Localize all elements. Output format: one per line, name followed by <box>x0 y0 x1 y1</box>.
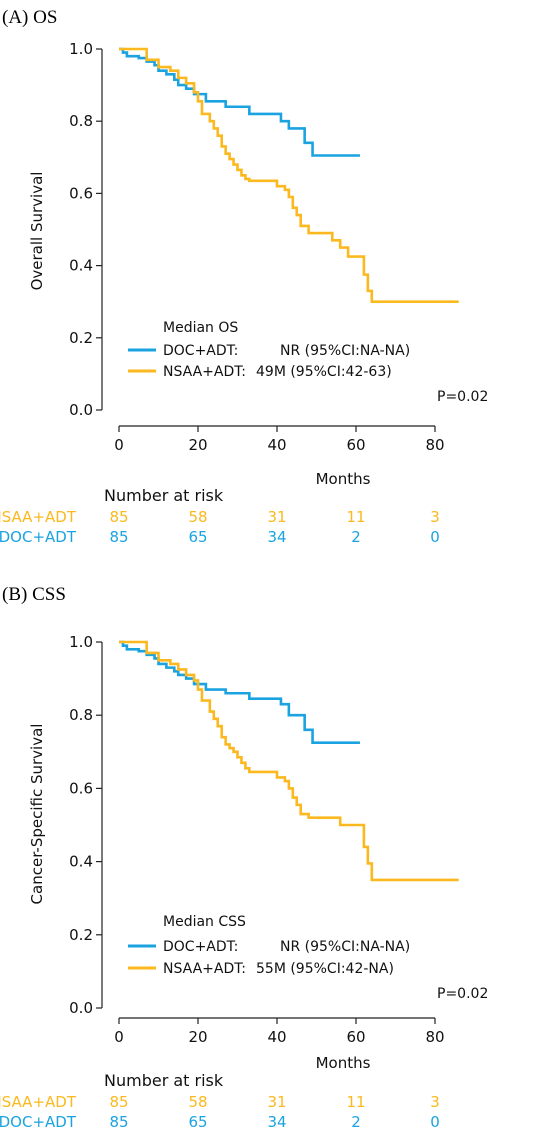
risk-value-css: 65 <box>188 1113 207 1131</box>
risk-row-label-doc-css: DOC+ADT <box>0 1113 77 1131</box>
x-tick-label-css: 0 <box>114 1028 124 1046</box>
curve-doc-adt-os <box>119 47 360 157</box>
y-tick-label-os: 0.4 <box>69 257 93 275</box>
y-tick-label-os: 0.8 <box>69 112 93 130</box>
x-tick-label-os: 0 <box>114 436 124 454</box>
y-tick-label-css: 0.0 <box>69 999 93 1017</box>
risk-row-label-doc-os: DOC+ADT <box>0 528 77 546</box>
y-tick-label-os: 0.0 <box>69 401 93 419</box>
risk-value-os: 85 <box>109 508 128 526</box>
risk-value-os: 11 <box>346 508 365 526</box>
curve-nsaa-adt-css <box>119 640 459 882</box>
x-axis-os: 0 20 40 60 80 <box>114 425 445 454</box>
legend-title-os: Median OS <box>163 320 238 336</box>
panel-os: (A) OS 0.00.20.40.60.81.0 0 20 40 60 80 Over… <box>0 7 488 546</box>
risk-table-css: Number at risk NSAA+ADT DOC+ADT 85 58 31 11… <box>0 1071 440 1131</box>
p-value-os: P=0.02 <box>437 389 488 405</box>
y-tick-label-css: 0.8 <box>69 706 93 724</box>
risk-value-css: 0 <box>430 1113 440 1131</box>
risk-value-css: 31 <box>267 1093 286 1111</box>
x-tick-label-css: 60 <box>346 1028 365 1046</box>
risk-value-os: 58 <box>188 508 207 526</box>
curve-doc-adt-css <box>119 640 360 744</box>
risk-value-os: 3 <box>430 508 440 526</box>
y-axis-css: 0.0 0.2 0.4 0.6 0.8 1.0 <box>69 633 103 1017</box>
risk-value-os: 65 <box>188 528 207 546</box>
legend-label-doc-os: DOC+ADT: <box>163 343 238 359</box>
legend-value-doc-css: NR (95%CI:NA-NA) <box>280 939 410 955</box>
y-axis-label-css: Cancer-Specific Survival <box>28 724 46 905</box>
legend-title-css: Median CSS <box>163 914 246 930</box>
legend-os: Median OS DOC+ADT: NR (95%CI:NA-NA) NSAA… <box>128 320 488 405</box>
y-tick-label-css: 0.2 <box>69 926 93 944</box>
x-tick-label-os: 60 <box>346 436 365 454</box>
legend-label-nsaa-os: NSAA+ADT: <box>163 364 246 380</box>
risk-table-os: Number at risk NSAA+ADT DOC+ADT 85 58 31 11… <box>0 486 440 546</box>
risk-value-os: 0 <box>430 528 440 546</box>
risk-value-css: 85 <box>109 1113 128 1131</box>
x-tick-label-css: 80 <box>425 1028 444 1046</box>
curve-nsaa-adt-os <box>119 47 459 303</box>
legend-value-nsaa-os: 49M (95%CI:42-63) <box>256 364 392 380</box>
p-value-css: P=0.02 <box>437 986 488 1002</box>
legend-label-nsaa-css: NSAA+ADT: <box>163 961 246 977</box>
risk-value-os: 31 <box>267 508 286 526</box>
risk-value-os: 2 <box>351 528 361 546</box>
x-axis-css: 0 20 40 60 80 <box>114 1017 445 1046</box>
x-tick-label-css: 40 <box>267 1028 286 1046</box>
risk-value-css: 11 <box>346 1093 365 1111</box>
risk-value-os: 85 <box>109 528 128 546</box>
risk-table-title-css: Number at risk <box>104 1071 224 1090</box>
x-tick-label-os: 40 <box>267 436 286 454</box>
survival-curves-css <box>119 640 459 882</box>
risk-value-os: 34 <box>267 528 286 546</box>
risk-row-label-nsaa-css: NSAA+ADT <box>0 1093 77 1111</box>
panel-label-os: (A) OS <box>2 7 57 28</box>
x-tick-label-css: 20 <box>188 1028 207 1046</box>
y-tick-label-css: 0.6 <box>69 779 93 797</box>
legend-value-nsaa-css: 55M (95%CI:42-NA) <box>256 961 394 977</box>
legend-value-doc-os: NR (95%CI:NA-NA) <box>280 343 410 359</box>
y-tick-label-os: 0.6 <box>69 184 93 202</box>
x-axis-label-os: Months <box>316 470 371 488</box>
risk-value-css: 2 <box>351 1113 361 1131</box>
y-tick-label-os: 1.0 <box>69 40 93 58</box>
y-tick-label-css: 0.4 <box>69 853 93 871</box>
legend-css: Median CSS DOC+ADT: NR (95%CI:NA-NA) NSA… <box>128 914 488 1002</box>
y-axis-os: 0.0 0.2 0.4 0.6 0.8 1.0 <box>69 40 103 419</box>
x-axis-label-css: Months <box>316 1054 371 1072</box>
risk-value-css: 3 <box>430 1093 440 1111</box>
x-tick-label-os: 80 <box>425 436 444 454</box>
survival-curves-os <box>119 47 459 303</box>
panel-label-css: (B) CSS <box>2 584 66 605</box>
risk-value-css: 85 <box>109 1093 128 1111</box>
y-tick-label-css: 1.0 <box>69 633 93 651</box>
risk-table-title-os: Number at risk <box>104 486 224 505</box>
y-tick-label-os: 0.2 <box>69 329 93 347</box>
risk-value-css: 34 <box>267 1113 286 1131</box>
x-tick-label-os: 20 <box>188 436 207 454</box>
y-axis-label-os: Overall Survival <box>28 172 46 291</box>
legend-label-doc-css: DOC+ADT: <box>163 939 238 955</box>
risk-row-label-nsaa-os: NSAA+ADT <box>0 508 77 526</box>
risk-value-css: 58 <box>188 1093 207 1111</box>
panel-css: (B) CSS 0.00.20.40.60.81.0 0 20 40 60 80 Can… <box>0 584 488 1131</box>
